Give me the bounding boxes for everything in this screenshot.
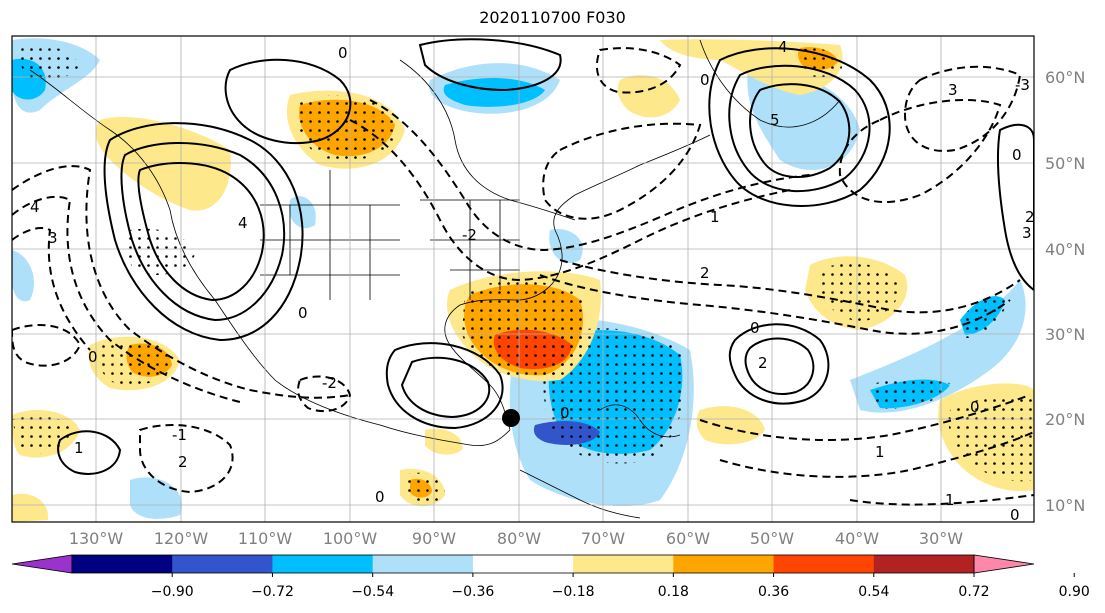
contour-label: 0 <box>700 71 710 89</box>
colorbar-extend-high <box>973 554 1035 574</box>
contour-label: 0 <box>375 488 385 506</box>
map-frame <box>11 35 1035 523</box>
lat-label: 50°N <box>1045 154 1085 173</box>
location-marker <box>502 409 520 427</box>
colorbar-frame <box>71 554 975 574</box>
colorbar-tick-label: 0.18 <box>658 584 689 600</box>
contour-label: 1 <box>74 439 84 457</box>
contour-label: 2 <box>758 354 768 372</box>
contour-label: 2 <box>178 453 188 471</box>
contour-label: -3 <box>1015 76 1030 94</box>
coastline-layer <box>29 39 841 519</box>
lon-label: 110°W <box>238 529 293 548</box>
contour-label: -2 <box>322 374 337 392</box>
colorbar-tick-label: −0.36 <box>451 584 494 600</box>
contour-label: 3 <box>948 81 958 99</box>
lon-label: 90°W <box>412 529 456 548</box>
colorbar-segment <box>573 555 674 573</box>
contour-label: 2 <box>1025 208 1035 226</box>
contour-label: 3 <box>48 229 58 247</box>
contour-label: 0 <box>750 319 760 337</box>
latitude-labels: 60°N 50°N 40°N 30°N 20°N 10°N <box>1045 68 1085 515</box>
map-title: 2020110700 F030 <box>479 8 626 27</box>
contour-label: 4 <box>30 198 40 216</box>
contour-label: 1 <box>710 208 720 226</box>
colorbar-tick-label: −0.18 <box>552 584 595 600</box>
colorbar-tick-label: −0.90 <box>151 584 194 600</box>
contour-label: 2 <box>700 264 710 282</box>
lat-label: 20°N <box>1045 410 1085 429</box>
colorbar-segment <box>272 555 374 573</box>
lon-label: 130°W <box>69 529 124 548</box>
longitude-labels: 130°W 120°W 110°W 100°W 90°W 80°W 70°W 6… <box>69 529 963 548</box>
contour-label: 3 <box>1022 224 1032 242</box>
colorbar-extend-low <box>11 554 73 574</box>
colorbar-segment <box>172 555 273 573</box>
contour-layer <box>57 38 1034 475</box>
colorbar-segment <box>673 555 775 573</box>
shading-layer <box>12 38 1034 522</box>
lon-label: 40°W <box>835 529 879 548</box>
lon-label: 50°W <box>750 529 794 548</box>
negative-contour-layer <box>12 47 1034 506</box>
colorbar-segment <box>773 555 875 573</box>
colorbar-tick-label: 0.72 <box>958 584 989 600</box>
lon-label: 60°W <box>666 529 710 548</box>
colorbar-segment <box>873 555 975 573</box>
colorbar-tick-label: −0.54 <box>351 584 394 600</box>
contour-labels: 0 0 0 0 0 0 0 0 0 0 1 1 1 1 2 2 2 2 3 3 … <box>30 38 1035 524</box>
colorbar-tick-label: 0.54 <box>858 584 889 600</box>
lat-label: 10°N <box>1045 496 1085 515</box>
contour-label: 4 <box>238 214 248 232</box>
contour-label: 0 <box>970 398 980 416</box>
colorbar-segment <box>472 555 574 573</box>
colorbar-tick-label: 0.36 <box>758 584 789 600</box>
contour-label: 1 <box>875 443 885 461</box>
contour-label: 0 <box>298 304 308 322</box>
colorbar-tick-label: 0.90 <box>1059 584 1090 600</box>
lon-label: 70°W <box>581 529 625 548</box>
lat-label: 40°N <box>1045 240 1085 259</box>
contour-label: 5 <box>770 111 780 129</box>
lon-label: 30°W <box>919 529 963 548</box>
colorbar-segment <box>372 555 474 573</box>
contour-label: 0 <box>560 404 570 422</box>
lon-label: 120°W <box>154 529 209 548</box>
colorbar-segment <box>72 555 173 573</box>
contour-label: 4 <box>778 38 788 56</box>
lat-label: 30°N <box>1045 325 1085 344</box>
contour-label: 1 <box>945 491 955 509</box>
contour-label: 0 <box>338 44 348 62</box>
lon-label: 100°W <box>323 529 378 548</box>
lon-label: 80°W <box>497 529 541 548</box>
lat-label: 60°N <box>1045 68 1085 87</box>
colorbar: −0.90 −0.72 −0.54 −0.36 −0.18 0.18 0.36 0.54 0.7… <box>11 554 1090 600</box>
contour-label: 0 <box>88 348 98 366</box>
graticule <box>12 36 1034 522</box>
contour-label: -1 <box>172 426 187 444</box>
contour-label: 0 <box>1012 146 1022 164</box>
contour-label: 0 <box>1010 506 1020 524</box>
colorbar-tick-label: −0.72 <box>251 584 294 600</box>
contour-label: -2 <box>462 226 477 244</box>
